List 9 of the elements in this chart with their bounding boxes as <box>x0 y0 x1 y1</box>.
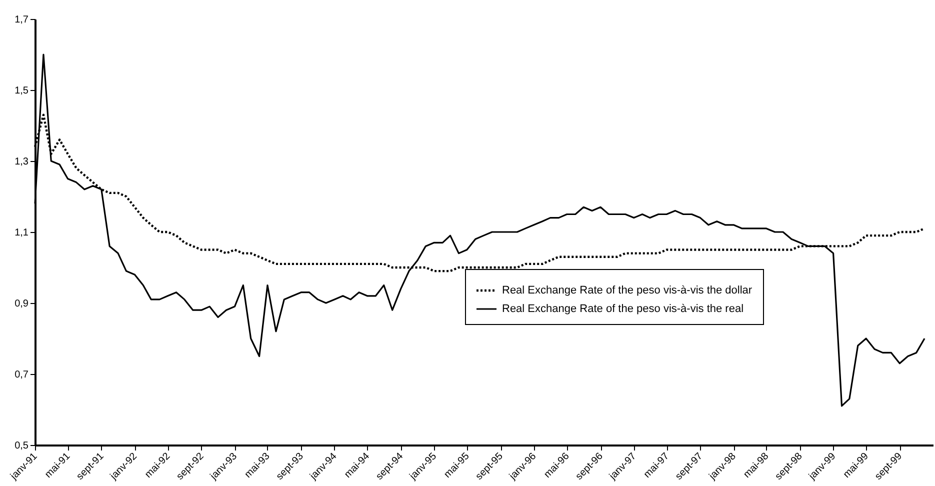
y-tick-label: 0,5 <box>14 440 29 452</box>
y-tick-label: 1,7 <box>14 14 29 26</box>
y-tick-label: 1,1 <box>14 228 29 238</box>
legend-label: Real Exchange Rate of the peso vis-à-vis the dollar <box>502 284 752 296</box>
y-tick-label: 0,9 <box>14 298 29 310</box>
y-tick-label: 1,3 <box>14 156 29 168</box>
legend-label: Real Exchange Rate of the peso vis-à-vis the real <box>502 303 744 315</box>
y-tick-label: 1,5 <box>14 86 29 96</box>
y-tick-label: 0,7 <box>14 370 29 380</box>
